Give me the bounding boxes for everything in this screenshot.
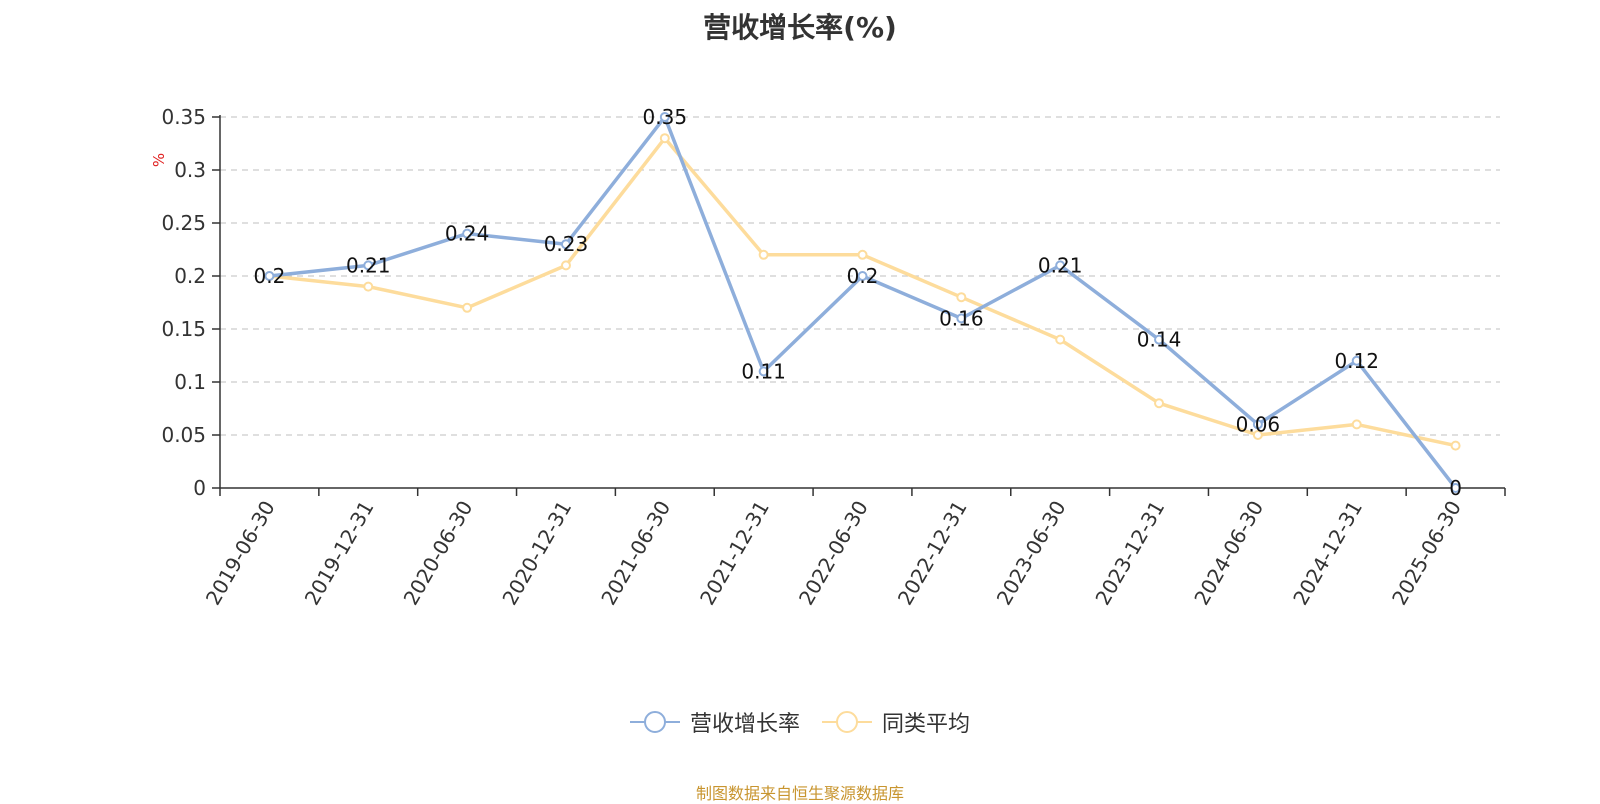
data-point-series-0[interactable]	[1154, 334, 1165, 345]
data-point-series-1[interactable]	[659, 133, 670, 144]
x-tick-label: 2020-06-30	[399, 497, 478, 610]
data-labels: 0.2 0.21 0.24 0.23 0.35 0.11 0.2 0.16 0.21 0.14 0.…	[254, 105, 1462, 500]
legend-marker-revenue-icon	[629, 711, 680, 733]
data-point-series-1[interactable]	[1252, 430, 1263, 440]
data-label: 0.21	[1038, 253, 1083, 277]
data-label: 0.35	[643, 105, 688, 129]
data-point-series-0[interactable]	[758, 366, 769, 377]
x-tick-label: 2019-12-31	[300, 497, 379, 610]
x-tick-label: 2020-12-31	[497, 497, 576, 610]
data-point-series-1[interactable]	[758, 249, 769, 260]
data-point-series-0[interactable]	[659, 112, 670, 122]
y-tick-label: 0.1	[174, 370, 206, 394]
data-label: 0.06	[1236, 412, 1281, 436]
x-tick-label: 2019-06-30	[201, 497, 280, 610]
axes: 0 0.05 0.1 0.15 0.2 0.25 0.3 0.35% 2019-06-30 201…	[150, 105, 1506, 610]
y-tick-label: 0.2	[174, 264, 206, 288]
data-point-series-1[interactable]	[560, 260, 571, 271]
data-label: 0.2	[847, 264, 879, 288]
data-point-series-1[interactable]	[1450, 440, 1461, 451]
legend-item-average[interactable]: 同类平均	[822, 706, 970, 738]
data-point-series-0[interactable]	[1351, 355, 1362, 366]
x-tick-label: 2022-12-31	[893, 497, 972, 610]
data-label: 0.21	[346, 253, 391, 277]
legend-label-revenue: 营收增长率	[689, 712, 800, 737]
data-label: 0.11	[741, 359, 786, 383]
data-point-series-0[interactable]	[264, 271, 275, 281]
data-label: 0	[1449, 476, 1462, 500]
data-point-series-0[interactable]	[956, 313, 967, 324]
data-label: 0.12	[1334, 349, 1379, 373]
data-point-series-1[interactable]	[462, 302, 473, 313]
y-tick-label: 0.15	[161, 317, 206, 341]
legend-label-average: 同类平均	[882, 712, 971, 737]
x-tick-label: 2023-06-30	[992, 497, 1071, 610]
legend: 营收增长率 同类平均	[0, 706, 1600, 738]
data-label: 0.23	[544, 232, 589, 256]
y-tick-label: 0.3	[174, 158, 206, 182]
x-tick-label: 2023-12-31	[1090, 497, 1169, 610]
x-tick-label: 2022-06-30	[794, 497, 873, 610]
data-point-series-1[interactable]	[857, 249, 868, 260]
data-point-series-0[interactable]	[857, 271, 868, 281]
series-lines	[264, 112, 1461, 493]
data-point-series-1[interactable]	[1154, 398, 1165, 409]
data-point-series-0[interactable]	[1252, 419, 1263, 430]
x-tick-label: 2024-06-30	[1189, 497, 1268, 610]
data-point-series-1[interactable]	[363, 281, 374, 292]
data-point-series-0[interactable]	[1450, 483, 1461, 493]
data-label: 0.2	[254, 264, 286, 288]
line-chart: 0 0.05 0.1 0.15 0.2 0.25 0.3 0.35% 2019-06-30 201…	[150, 105, 1506, 610]
data-label: 0.24	[445, 222, 490, 246]
legend-item-revenue[interactable]: 营收增长率	[629, 706, 800, 738]
data-point-series-1[interactable]	[1055, 334, 1066, 345]
y-tick-label: 0.05	[161, 423, 206, 447]
legend-marker-average-icon	[822, 711, 872, 733]
data-point-series-0[interactable]	[1055, 260, 1066, 271]
data-point-series-0[interactable]	[560, 239, 571, 250]
data-point-series-1[interactable]	[1351, 419, 1362, 430]
data-point-series-1[interactable]	[956, 292, 967, 303]
y-axis-unit-label: %	[150, 153, 168, 167]
x-tick-label: 2024-12-31	[1288, 497, 1367, 610]
x-tick-label: 2021-12-31	[695, 497, 774, 610]
x-tick-label: 2025-06-30	[1387, 497, 1466, 610]
chart-title: 营收增长率(%)	[703, 11, 897, 44]
y-tick-label: 0.35	[161, 105, 206, 129]
y-tick-label: 0	[193, 476, 206, 500]
series-line-1	[269, 136, 1456, 448]
data-point-series-0[interactable]	[363, 260, 374, 271]
data-label: 0.14	[1137, 328, 1182, 352]
source-note: 制图数据来自恒生聚源数据库	[695, 784, 904, 803]
data-point-series-0[interactable]	[462, 228, 473, 239]
y-tick-label: 0.25	[161, 211, 206, 235]
data-label: 0.16	[939, 306, 984, 330]
x-tick-label: 2021-06-30	[596, 497, 675, 610]
